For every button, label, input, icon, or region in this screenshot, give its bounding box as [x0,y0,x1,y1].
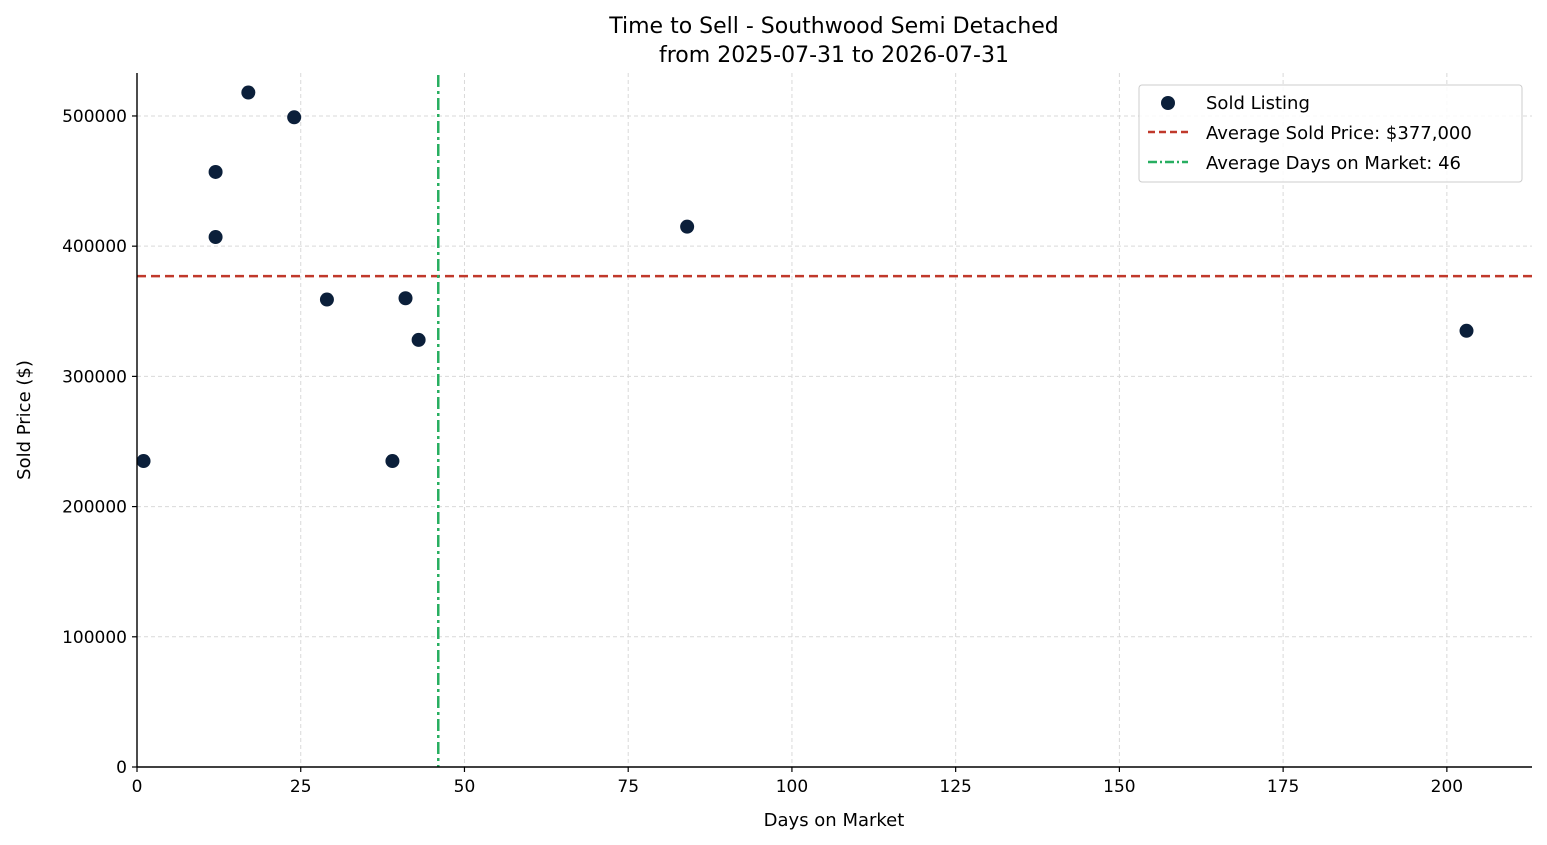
sold-listing-point [385,454,400,469]
x-tick-label: 0 [132,777,143,797]
legend-box [1138,84,1523,183]
x-tick-label: 75 [617,777,639,797]
y-axis-label: Sold Price ($) [14,360,35,480]
legend-label-sold-listing: Sold Listing [1206,93,1310,114]
sold-listing-point [398,291,413,306]
y-tick-label: 200000 [62,498,127,518]
sold-listing-point [680,219,695,234]
reference-lines [137,75,1532,767]
sold-listing-point [319,292,334,307]
sold-listing-point [1459,323,1474,338]
sold-listing-point [241,85,256,100]
x-axis-label: Days on Market [764,810,905,831]
legend: Sold Listing Average Sold Price: $377,00… [1138,84,1523,183]
chart-title: Time to Sell - Southwood Semi Detached [608,14,1059,39]
sold-listing-point [208,164,223,179]
x-tick-label: 200 [1431,777,1463,797]
legend-label-average-price: Average Sold Price: $377,000 [1206,123,1472,144]
x-tick-label: 25 [290,777,312,797]
y-tick-label: 100000 [62,628,127,648]
legend-marker-sold-listing [1161,96,1175,110]
sold-listing-point [287,110,302,125]
sold-listing-point [208,230,223,245]
axis-ticks: 0 25 50 75 100 125 150 175 200 0 100000 200000 30000… [62,107,1463,797]
x-tick-label: 100 [776,777,808,797]
legend-label-average-days: Average Days on Market: 46 [1206,153,1461,174]
sold-listing-point [136,454,151,469]
sold-listing-point [411,332,426,347]
x-tick-label: 50 [454,777,476,797]
y-tick-label: 500000 [62,107,127,127]
y-tick-label: 300000 [62,367,127,387]
y-tick-label: 400000 [62,237,127,257]
data-points [136,85,1474,469]
chart-subtitle: from 2025-07-31 to 2026-07-31 [659,43,1009,68]
x-tick-label: 175 [1267,777,1299,797]
x-tick-label: 125 [939,777,971,797]
y-tick-label: 0 [116,758,127,778]
x-tick-label: 150 [1103,777,1135,797]
